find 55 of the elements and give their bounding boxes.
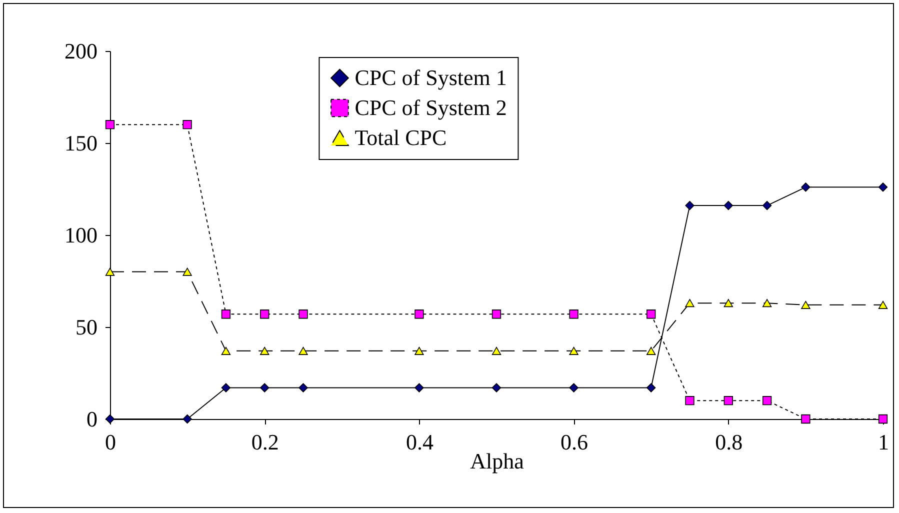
- x-tick-label: 0.4: [406, 430, 434, 454]
- x-tick-label: 0.6: [560, 430, 588, 454]
- point: [260, 310, 270, 319]
- point: [801, 414, 810, 424]
- point: [878, 300, 888, 309]
- x-tick-label: 0.2: [251, 430, 279, 454]
- point: [221, 346, 231, 355]
- legend-label: CPC of System 1: [354, 65, 507, 90]
- point: [569, 310, 578, 319]
- point: [685, 299, 694, 308]
- point: [182, 268, 192, 276]
- point: [724, 299, 733, 308]
- x-tick-label: 0: [105, 430, 116, 454]
- point: [724, 396, 733, 406]
- y-tick-label: 150: [64, 130, 98, 156]
- point: [182, 120, 192, 130]
- point: [492, 346, 502, 355]
- x-tick-label: 0.8: [715, 430, 743, 454]
- x-axis-title: Alpha: [470, 448, 524, 474]
- y-tick-label: 200: [64, 38, 98, 64]
- point: [492, 383, 502, 392]
- point: [685, 200, 694, 210]
- point: [182, 414, 192, 424]
- point: [762, 200, 772, 210]
- y-tick-label: 100: [64, 222, 98, 248]
- point: [298, 346, 308, 355]
- point: [414, 346, 424, 355]
- point: [569, 383, 578, 392]
- point: [221, 310, 231, 319]
- point: [298, 383, 308, 392]
- point: [646, 383, 656, 392]
- point: [724, 200, 733, 210]
- y-tick-label: 0: [86, 406, 98, 432]
- point: [260, 346, 270, 355]
- point: [685, 396, 694, 406]
- legend-label: CPC of System 2: [354, 95, 507, 120]
- point: [801, 300, 810, 309]
- point: [414, 383, 424, 392]
- point: [646, 346, 656, 355]
- point: [878, 182, 888, 192]
- point: [260, 383, 270, 392]
- point: [762, 396, 772, 406]
- point: [105, 268, 115, 276]
- point: [414, 310, 424, 319]
- point: [569, 346, 578, 355]
- point: [298, 310, 308, 319]
- point: [646, 310, 656, 319]
- legend-label: Total CPC: [354, 125, 447, 150]
- x-tick-label: 1: [878, 430, 889, 454]
- point: [105, 120, 115, 130]
- point: [492, 310, 502, 319]
- point: [762, 299, 772, 308]
- y-tick-label: 50: [76, 314, 98, 340]
- point: [221, 383, 231, 392]
- point: [801, 182, 810, 192]
